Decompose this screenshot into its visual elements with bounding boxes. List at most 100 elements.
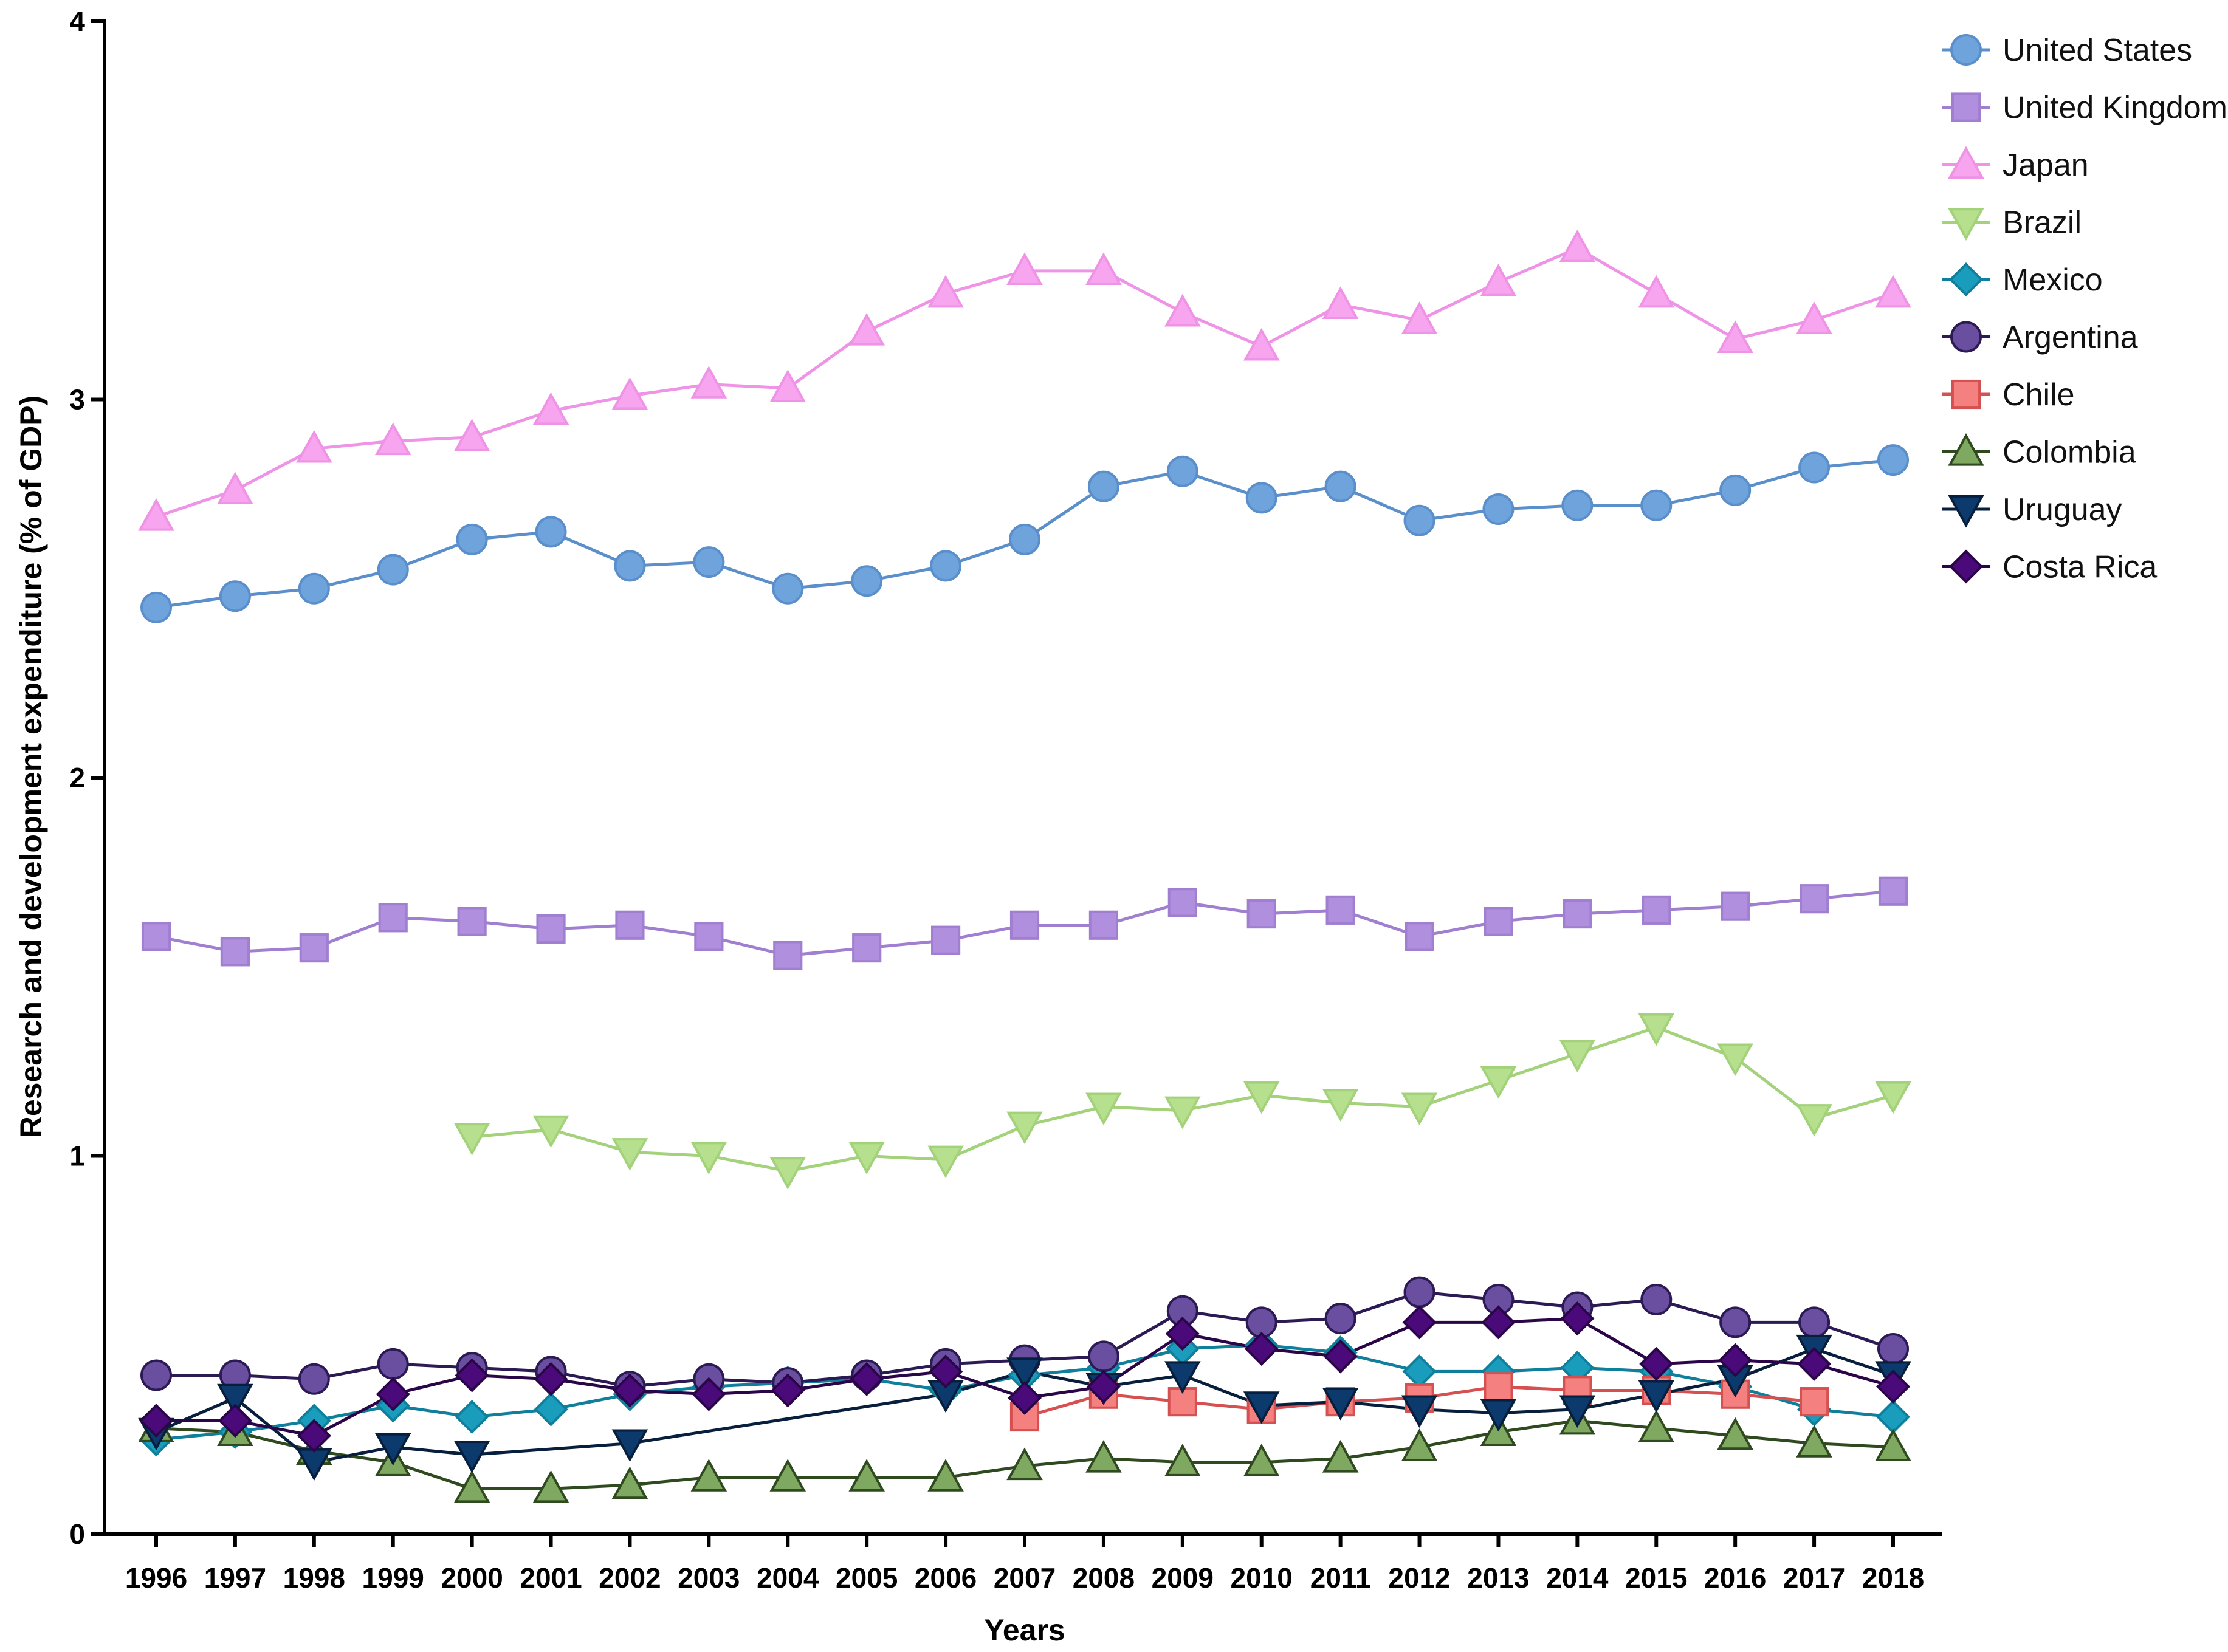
legend-label-colombia: Colombia: [2003, 435, 2136, 470]
data-point-colombia: [1164, 1444, 1201, 1476]
data-point-japan: [769, 369, 806, 402]
data-point-argentina: [298, 1363, 330, 1395]
data-point-united-states: [851, 565, 883, 597]
legend-item-argentina: Argentina: [1942, 320, 2138, 355]
data-point-united-states: [1324, 470, 1356, 502]
data-point-colombia: [1401, 1428, 1438, 1461]
data-point-brazil: [1796, 1104, 1832, 1137]
data-point-united-kingdom: [220, 937, 250, 967]
data-point-united-states: [1877, 444, 1909, 476]
data-point-costa-rica: [1876, 1369, 1911, 1404]
data-point-argentina: [1719, 1306, 1752, 1338]
data-point-united-states: [1087, 470, 1119, 502]
data-point-mexico: [1402, 1354, 1437, 1389]
data-point-costa-rica: [297, 1419, 331, 1453]
x-tick-label: 2005: [836, 1562, 898, 1594]
data-point-uruguay: [453, 1441, 490, 1473]
x-tick-label: 2009: [1152, 1562, 1214, 1594]
data-point-united-kingdom: [1563, 899, 1592, 929]
legend-label-japan: Japan: [2003, 148, 2089, 183]
legend-marker-uruguay: [1948, 495, 1984, 528]
data-point-united-states: [1166, 455, 1198, 487]
data-point-colombia: [1006, 1447, 1043, 1481]
data-point-japan: [1401, 301, 1438, 334]
data-point-colombia: [848, 1459, 885, 1492]
data-point-brazil: [1875, 1081, 1911, 1114]
x-tick-label: 2006: [915, 1562, 977, 1594]
data-point-uruguay: [1322, 1388, 1359, 1421]
data-point-uruguay: [1401, 1395, 1438, 1428]
data-point-mexico: [455, 1399, 489, 1434]
data-point-japan: [1006, 252, 1043, 285]
data-point-colombia: [1243, 1444, 1280, 1476]
data-point-uruguay: [1164, 1361, 1201, 1394]
x-tick-label: 2012: [1388, 1562, 1450, 1594]
data-point-colombia: [611, 1466, 648, 1499]
data-point-japan: [690, 366, 727, 399]
x-tick-label: 2002: [599, 1562, 661, 1594]
data-point-costa-rica: [613, 1373, 647, 1408]
x-tick-label: 2018: [1862, 1562, 1924, 1594]
data-point-colombia: [927, 1459, 964, 1492]
x-tick-label: 2013: [1467, 1562, 1529, 1594]
data-point-costa-rica: [376, 1377, 410, 1411]
data-point-united-states: [140, 591, 172, 623]
x-tick-label: 2014: [1546, 1562, 1609, 1594]
legend-marker-united-kingdom: [1951, 92, 1981, 122]
data-point-japan: [848, 312, 885, 346]
data-point-japan: [1638, 275, 1675, 308]
data-point-united-kingdom: [1800, 884, 1829, 914]
legend-marker-japan: [1948, 146, 1984, 179]
data-point-costa-rica: [1797, 1346, 1832, 1381]
data-point-colombia: [1322, 1439, 1359, 1473]
legend-marker-colombia: [1948, 433, 1984, 466]
data-point-united-states: [930, 550, 962, 582]
x-tick-label: 2016: [1704, 1562, 1766, 1594]
x-tick-label: 2004: [757, 1562, 819, 1594]
legend-marker-mexico: [1948, 262, 1984, 297]
y-tick-label: 4: [69, 5, 85, 37]
data-point-argentina: [140, 1359, 172, 1391]
legend-marker-united-states: [1950, 34, 1982, 66]
data-point-japan: [1480, 264, 1517, 296]
data-point-argentina: [1798, 1306, 1831, 1338]
data-point-united-states: [772, 572, 804, 605]
data-point-united-kingdom: [1405, 922, 1434, 951]
data-point-united-kingdom: [773, 941, 803, 970]
x-tick-label: 2008: [1073, 1562, 1135, 1594]
data-point-united-kingdom: [299, 933, 329, 963]
data-point-japan: [138, 498, 174, 531]
legend-item-brazil: Brazil: [1942, 205, 2082, 241]
legend: United States United Kingdom Japan Brazil Me…: [1942, 33, 2227, 585]
legend-label-mexico: Mexico: [2003, 262, 2103, 298]
data-point-brazil: [532, 1115, 569, 1148]
data-point-united-kingdom: [536, 914, 566, 944]
data-point-japan: [1717, 320, 1753, 354]
data-point-mexico: [534, 1392, 568, 1427]
data-point-chile: [1484, 1372, 1513, 1402]
data-point-costa-rica: [1007, 1380, 1042, 1415]
data-point-united-states: [1719, 474, 1752, 506]
data-point-united-states: [1009, 523, 1040, 555]
data-point-united-states: [535, 516, 567, 548]
data-point-costa-rica: [534, 1362, 568, 1396]
legend-item-costa-rica: Costa Rica: [1942, 549, 2157, 585]
data-point-united-kingdom: [141, 922, 171, 951]
data-point-united-kingdom: [931, 925, 961, 955]
series-line-japan: [156, 246, 1894, 518]
data-point-costa-rica: [455, 1358, 489, 1393]
x-tick-label: 1999: [362, 1562, 424, 1594]
data-point-united-states: [219, 580, 251, 612]
data-point-costa-rica: [1639, 1346, 1674, 1381]
data-point-united-kingdom: [378, 903, 408, 933]
data-point-united-states: [1245, 482, 1277, 514]
series-markers-group: [138, 229, 1911, 1503]
data-point-brazil: [1322, 1089, 1359, 1122]
data-point-costa-rica: [1560, 1301, 1595, 1336]
data-point-costa-rica: [1323, 1339, 1358, 1374]
legend-marker-chile: [1951, 379, 1981, 410]
legend-label-costa-rica: Costa Rica: [2003, 550, 2157, 585]
data-point-united-kingdom: [615, 910, 645, 940]
data-point-brazil: [769, 1157, 806, 1190]
data-point-costa-rica: [771, 1373, 805, 1408]
